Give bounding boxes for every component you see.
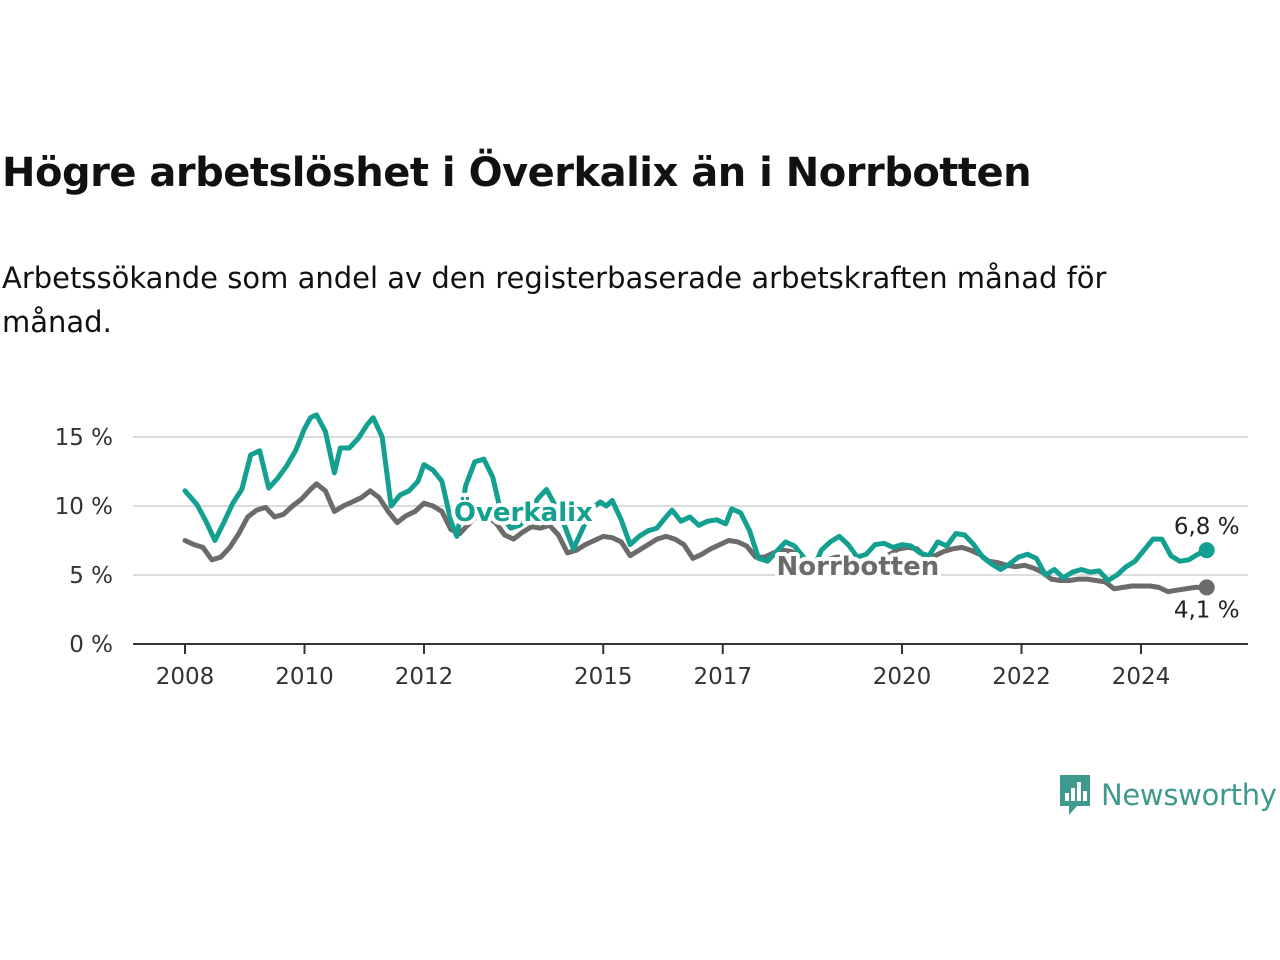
series-name-label: Överkalix xyxy=(454,495,593,528)
series-labels: 6,8 % 4,1 % Överkalix Norrbotten xyxy=(450,491,1243,626)
series-line-norrbotten xyxy=(182,481,1210,595)
newsworthy-logo-icon xyxy=(1060,775,1090,815)
end-value-label: 6,8 % xyxy=(1174,514,1240,540)
x-tick-label: 2020 xyxy=(873,664,932,690)
x-tick-label: 2017 xyxy=(693,664,752,690)
y-tick-label: 0 % xyxy=(69,632,113,658)
series-line-överkalix xyxy=(182,412,1210,583)
x-tick-label: 2008 xyxy=(156,664,215,690)
x-tick-label: 2010 xyxy=(275,664,334,690)
end-marker-norrbotten xyxy=(1198,579,1215,596)
end-value-label: 4,1 % xyxy=(1174,597,1240,623)
x-tick-label: 2022 xyxy=(992,664,1051,690)
end-marker-överkalix xyxy=(1198,542,1215,559)
x-axis-ticks: 2008 2010 2012 2015 2017 2020 2022 2024 xyxy=(156,644,1171,690)
chart-title: Högre arbetslöshet i Överkalix än i Norr… xyxy=(2,150,1032,196)
x-tick-label: 2012 xyxy=(395,664,454,690)
x-tick-label: 2015 xyxy=(574,664,633,690)
brand-logo: Newsworthy xyxy=(1058,773,1277,817)
series-lines xyxy=(182,412,1215,596)
y-tick-label: 15 % xyxy=(55,425,113,451)
series-name-label: Norrbotten xyxy=(777,552,940,582)
brand-name: Newsworthy xyxy=(1101,778,1277,812)
y-tick-label: 5 % xyxy=(69,563,113,589)
chart-subtitle: Arbetssökande som andel av den registerb… xyxy=(2,261,1107,339)
gridlines xyxy=(133,436,1248,645)
y-tick-label: 10 % xyxy=(55,494,113,520)
y-axis-ticks: 0 % 5 % 10 % 15 % xyxy=(55,425,113,658)
x-tick-label: 2024 xyxy=(1112,664,1171,690)
